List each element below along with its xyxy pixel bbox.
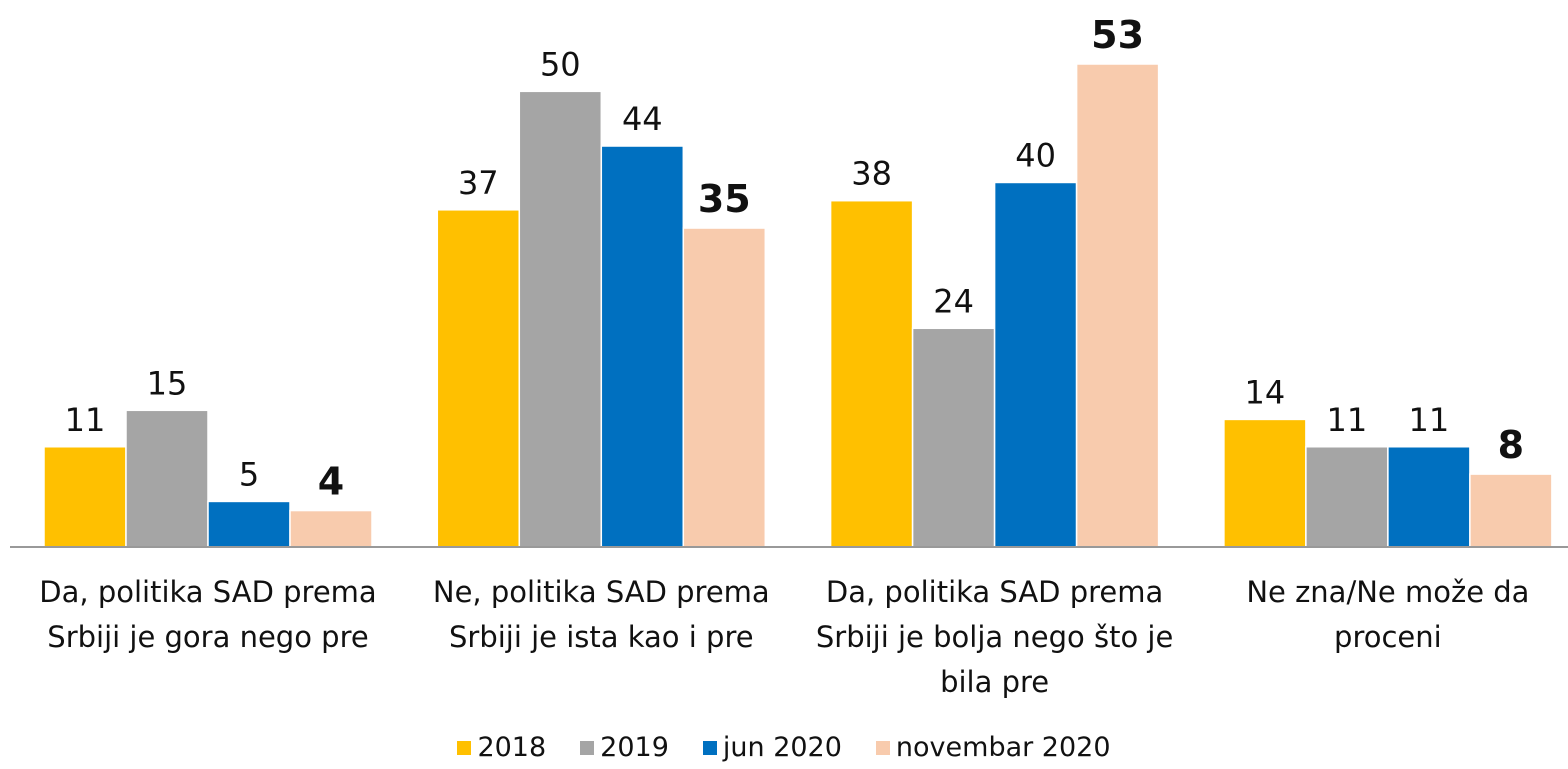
bar <box>1305 446 1389 548</box>
data-label: 50 <box>540 45 581 83</box>
data-label: 5 <box>239 455 259 493</box>
bar <box>125 409 209 548</box>
legend-swatch <box>580 740 595 755</box>
x-tick-label: Ne zna/Ne može da proceni <box>1246 575 1530 654</box>
data-label: 11 <box>65 401 106 439</box>
bar <box>289 509 373 548</box>
legend: 2018 2019 jun 2020 novembar 2020 <box>0 732 1568 763</box>
bar <box>600 145 685 548</box>
x-tick-label: Ne, politika SAD prema Srbiji je ista ka… <box>432 575 770 654</box>
bar <box>993 181 1078 548</box>
data-label: 37 <box>458 164 499 202</box>
data-label: 53 <box>1091 13 1144 57</box>
data-label: 40 <box>1015 136 1056 174</box>
data-label: 35 <box>698 177 751 221</box>
data-label: 4 <box>318 460 344 504</box>
bar <box>1075 63 1160 548</box>
bar <box>1223 418 1307 548</box>
data-label: 15 <box>147 364 188 402</box>
bar <box>1469 473 1553 548</box>
x-tick-label: Da, politika SAD prema Srbiji je gora ne… <box>39 575 377 654</box>
legend-label: 2019 <box>600 732 669 763</box>
bar <box>829 199 914 548</box>
legend-swatch <box>702 740 717 755</box>
legend-item: 2018 <box>457 732 546 763</box>
legend-item: novembar 2020 <box>875 732 1111 763</box>
legend-swatch <box>875 740 890 755</box>
data-label: 14 <box>1245 373 1286 411</box>
legend-swatch <box>457 740 472 755</box>
data-label: 38 <box>851 155 892 193</box>
data-label: 8 <box>1498 423 1524 467</box>
x-tick-label: Da, politika SAD prema Srbiji je bolja n… <box>815 575 1174 699</box>
bar <box>682 227 767 548</box>
legend-item: jun 2020 <box>702 732 842 763</box>
data-label: 11 <box>1327 401 1368 439</box>
bar <box>207 500 291 548</box>
legend-label: novembar 2020 <box>895 732 1111 763</box>
legend-label: jun 2020 <box>722 732 842 763</box>
bar <box>43 446 127 548</box>
legend-label: 2018 <box>477 732 547 763</box>
bar <box>436 209 521 548</box>
bar <box>518 90 603 548</box>
data-label: 44 <box>622 100 663 138</box>
data-label: 11 <box>1409 401 1450 439</box>
data-label: 24 <box>933 282 974 320</box>
bar <box>911 327 996 548</box>
bar <box>1387 446 1471 548</box>
legend-item: 2019 <box>580 732 669 763</box>
